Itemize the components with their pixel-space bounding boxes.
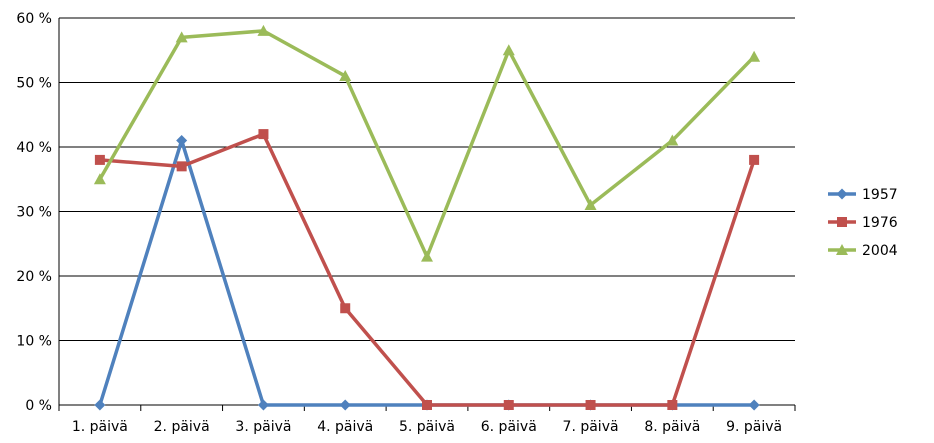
x-tick-label: 1. päivä bbox=[72, 419, 128, 435]
x-tick-labels: 1. päivä 2. päivä 3. päivä 4. päivä 5. päivä… bbox=[72, 419, 782, 435]
x-tick-label: 5. päivä bbox=[399, 419, 455, 435]
legend: 1957 1976 2004 bbox=[828, 187, 898, 259]
x-tick-label: 2. päivä bbox=[154, 419, 210, 435]
series-1957 bbox=[94, 135, 760, 411]
data-point bbox=[94, 399, 106, 411]
data-point bbox=[749, 154, 760, 165]
y-tick-label: 20 % bbox=[16, 269, 52, 285]
series-line bbox=[98, 29, 756, 259]
x-tick-label: 3. päivä bbox=[235, 419, 291, 435]
legend-item: 1976 bbox=[828, 215, 898, 231]
legend-label: 1976 bbox=[862, 215, 898, 231]
series-1976 bbox=[94, 129, 760, 410]
data-point bbox=[257, 399, 269, 411]
y-tick-labels: 0 % 10 % 20 % 30 % 40 % 50 % 60 % bbox=[16, 11, 52, 414]
data-point bbox=[340, 303, 351, 314]
series-line bbox=[99, 132, 756, 407]
x-tick-label: 6. päivä bbox=[481, 419, 537, 435]
legend-item: 1957 bbox=[828, 187, 898, 203]
data-point bbox=[421, 250, 433, 262]
data-point bbox=[258, 129, 269, 140]
y-tick-label: 60 % bbox=[16, 11, 52, 27]
data-point bbox=[667, 400, 678, 410]
data-point bbox=[175, 31, 188, 43]
legend-marker bbox=[836, 244, 848, 255]
series-lines bbox=[93, 24, 761, 411]
gridlines bbox=[59, 17, 795, 406]
data-point bbox=[339, 70, 352, 82]
x-tick-label: 8. päivä bbox=[644, 419, 700, 435]
data-point bbox=[503, 400, 514, 410]
series-2004 bbox=[93, 24, 761, 262]
axes bbox=[58, 18, 796, 411]
data-point bbox=[176, 161, 187, 172]
y-tick-label: 40 % bbox=[16, 140, 52, 156]
data-point bbox=[748, 399, 760, 411]
y-tick-label: 0 % bbox=[25, 398, 52, 414]
data-point bbox=[93, 173, 106, 185]
series-line bbox=[98, 138, 755, 407]
y-tick-label: 10 % bbox=[16, 334, 52, 350]
x-tick-label: 7. päivä bbox=[563, 419, 619, 435]
data-point bbox=[422, 400, 432, 410]
legend-label: 1957 bbox=[862, 187, 898, 203]
legend-label: 2004 bbox=[862, 243, 898, 259]
data-point bbox=[748, 50, 761, 62]
data-point bbox=[666, 134, 679, 146]
y-tick-label: 30 % bbox=[16, 205, 52, 221]
data-point bbox=[502, 44, 515, 56]
y-tick-label: 50 % bbox=[16, 76, 52, 92]
data-point bbox=[585, 400, 596, 410]
legend-marker bbox=[836, 188, 848, 200]
legend-marker bbox=[837, 217, 847, 227]
data-point bbox=[584, 199, 597, 211]
data-point bbox=[257, 24, 270, 36]
x-tick-label: 4. päivä bbox=[317, 419, 373, 435]
data-point bbox=[176, 135, 188, 147]
data-point bbox=[94, 154, 105, 165]
x-tick-label: 9. päivä bbox=[726, 419, 782, 435]
legend-item: 2004 bbox=[828, 243, 898, 259]
data-point bbox=[339, 399, 351, 411]
